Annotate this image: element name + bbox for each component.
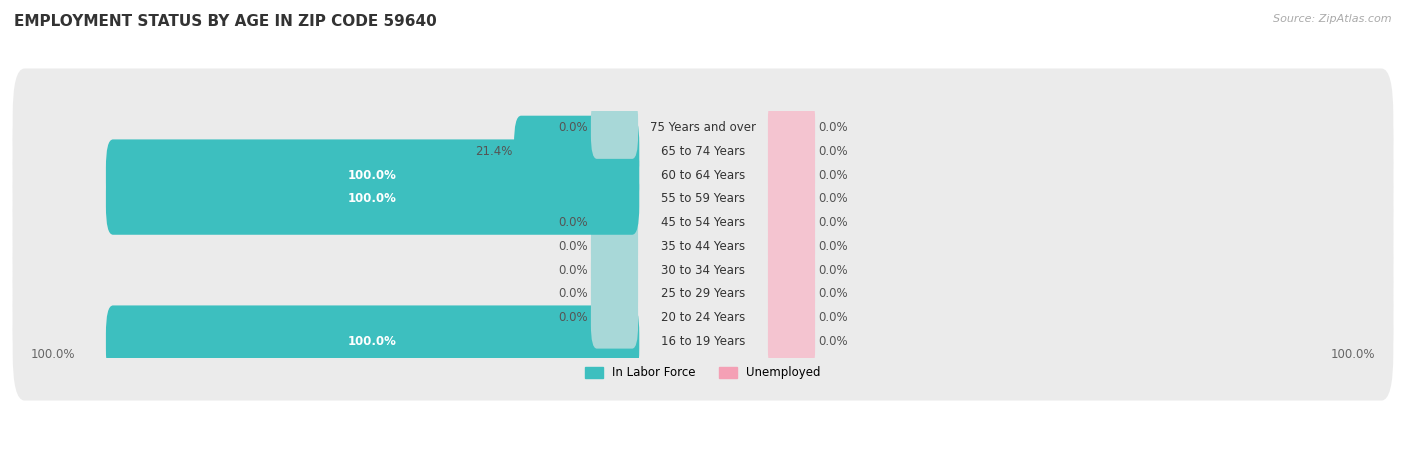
Text: 0.0%: 0.0% — [558, 121, 588, 134]
Text: 35 to 44 Years: 35 to 44 Years — [661, 240, 745, 253]
FancyBboxPatch shape — [768, 263, 815, 325]
Text: 25 to 29 Years: 25 to 29 Years — [661, 287, 745, 300]
FancyBboxPatch shape — [591, 286, 638, 349]
Text: 0.0%: 0.0% — [818, 311, 848, 324]
Text: 0.0%: 0.0% — [818, 240, 848, 253]
Text: 0.0%: 0.0% — [818, 169, 848, 182]
FancyBboxPatch shape — [768, 310, 815, 373]
FancyBboxPatch shape — [13, 258, 1393, 377]
FancyBboxPatch shape — [13, 282, 1393, 400]
FancyBboxPatch shape — [591, 215, 638, 277]
FancyBboxPatch shape — [768, 239, 815, 301]
Text: Source: ZipAtlas.com: Source: ZipAtlas.com — [1274, 14, 1392, 23]
FancyBboxPatch shape — [13, 187, 1393, 306]
FancyBboxPatch shape — [768, 215, 815, 277]
Text: 0.0%: 0.0% — [818, 287, 848, 300]
FancyBboxPatch shape — [105, 139, 640, 211]
Text: 21.4%: 21.4% — [475, 145, 512, 158]
Text: 60 to 64 Years: 60 to 64 Years — [661, 169, 745, 182]
FancyBboxPatch shape — [13, 116, 1393, 235]
FancyBboxPatch shape — [768, 192, 815, 254]
FancyBboxPatch shape — [515, 116, 640, 187]
Text: 16 to 19 Years: 16 to 19 Years — [661, 335, 745, 348]
FancyBboxPatch shape — [768, 97, 815, 159]
Text: 100.0%: 100.0% — [1331, 348, 1375, 361]
FancyBboxPatch shape — [13, 211, 1393, 329]
FancyBboxPatch shape — [13, 235, 1393, 353]
FancyBboxPatch shape — [13, 140, 1393, 258]
FancyBboxPatch shape — [768, 144, 815, 206]
FancyBboxPatch shape — [591, 239, 638, 301]
Text: 100.0%: 100.0% — [349, 335, 396, 348]
Text: 0.0%: 0.0% — [558, 216, 588, 229]
Text: 65 to 74 Years: 65 to 74 Years — [661, 145, 745, 158]
Text: 0.0%: 0.0% — [818, 193, 848, 206]
Text: 0.0%: 0.0% — [558, 287, 588, 300]
FancyBboxPatch shape — [591, 97, 638, 159]
FancyBboxPatch shape — [591, 263, 638, 325]
FancyBboxPatch shape — [768, 120, 815, 183]
Text: 0.0%: 0.0% — [818, 263, 848, 276]
Text: 0.0%: 0.0% — [818, 121, 848, 134]
Text: 45 to 54 Years: 45 to 54 Years — [661, 216, 745, 229]
Text: 0.0%: 0.0% — [558, 311, 588, 324]
Legend: In Labor Force, Unemployed: In Labor Force, Unemployed — [581, 362, 825, 384]
Text: 100.0%: 100.0% — [349, 193, 396, 206]
Text: 0.0%: 0.0% — [818, 145, 848, 158]
Text: 0.0%: 0.0% — [558, 263, 588, 276]
FancyBboxPatch shape — [13, 92, 1393, 211]
FancyBboxPatch shape — [768, 168, 815, 230]
FancyBboxPatch shape — [13, 163, 1393, 282]
Text: 55 to 59 Years: 55 to 59 Years — [661, 193, 745, 206]
Text: 0.0%: 0.0% — [818, 216, 848, 229]
Text: 100.0%: 100.0% — [31, 348, 75, 361]
FancyBboxPatch shape — [768, 286, 815, 349]
Text: 20 to 24 Years: 20 to 24 Years — [661, 311, 745, 324]
FancyBboxPatch shape — [13, 69, 1393, 187]
FancyBboxPatch shape — [105, 305, 640, 377]
Text: 0.0%: 0.0% — [818, 335, 848, 348]
Text: EMPLOYMENT STATUS BY AGE IN ZIP CODE 59640: EMPLOYMENT STATUS BY AGE IN ZIP CODE 596… — [14, 14, 437, 28]
Text: 75 Years and over: 75 Years and over — [650, 121, 756, 134]
Text: 100.0%: 100.0% — [349, 169, 396, 182]
FancyBboxPatch shape — [591, 192, 638, 254]
FancyBboxPatch shape — [105, 163, 640, 235]
Text: 0.0%: 0.0% — [558, 240, 588, 253]
Text: 30 to 34 Years: 30 to 34 Years — [661, 263, 745, 276]
